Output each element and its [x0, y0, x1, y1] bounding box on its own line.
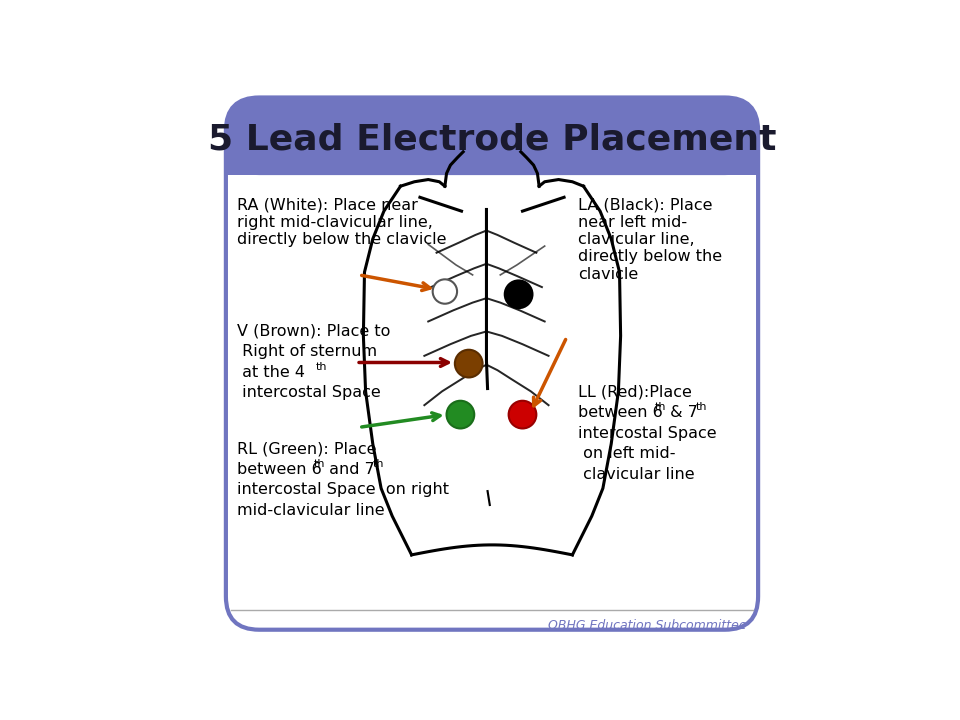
Text: th: th	[316, 362, 327, 372]
Text: RL (Green): Place: RL (Green): Place	[237, 441, 376, 456]
Text: intercostal Space: intercostal Space	[578, 426, 716, 441]
Text: th: th	[372, 459, 384, 469]
Circle shape	[455, 350, 483, 377]
Text: th: th	[314, 459, 325, 469]
FancyBboxPatch shape	[226, 97, 758, 175]
Text: mid-clavicular line: mid-clavicular line	[237, 503, 385, 518]
Circle shape	[509, 401, 537, 428]
FancyBboxPatch shape	[226, 97, 758, 630]
Text: clavicular line: clavicular line	[578, 467, 694, 482]
Text: and 7: and 7	[324, 462, 374, 477]
Text: intercostal Space  on right: intercostal Space on right	[237, 482, 449, 498]
Circle shape	[446, 401, 474, 428]
Text: LA (Black): Place
near left mid-
clavicular line,
directly below the
clavicle: LA (Black): Place near left mid- clavicu…	[578, 197, 722, 282]
Text: at the 4: at the 4	[237, 365, 305, 379]
Circle shape	[505, 280, 533, 308]
Text: on left mid-: on left mid-	[578, 446, 676, 462]
Text: between 6: between 6	[237, 462, 322, 477]
Text: 5 Lead Electrode Placement: 5 Lead Electrode Placement	[207, 122, 777, 156]
Text: OBHG Education Subcommittee: OBHG Education Subcommittee	[548, 618, 747, 631]
Text: & 7: & 7	[665, 405, 698, 420]
Text: LL (Red):Place: LL (Red):Place	[578, 384, 692, 400]
Text: RA (White): Place near
right mid-clavicular line,
directly below the clavicle: RA (White): Place near right mid-clavicu…	[237, 197, 446, 247]
Text: th: th	[655, 402, 666, 413]
Text: intercostal Space: intercostal Space	[237, 385, 381, 400]
Text: Right of sternum: Right of sternum	[237, 344, 377, 359]
Bar	[226, 142, 758, 175]
Text: th: th	[696, 402, 708, 413]
Circle shape	[433, 279, 457, 304]
Text: V (Brown): Place to: V (Brown): Place to	[237, 324, 391, 338]
Text: between 6: between 6	[578, 405, 662, 420]
